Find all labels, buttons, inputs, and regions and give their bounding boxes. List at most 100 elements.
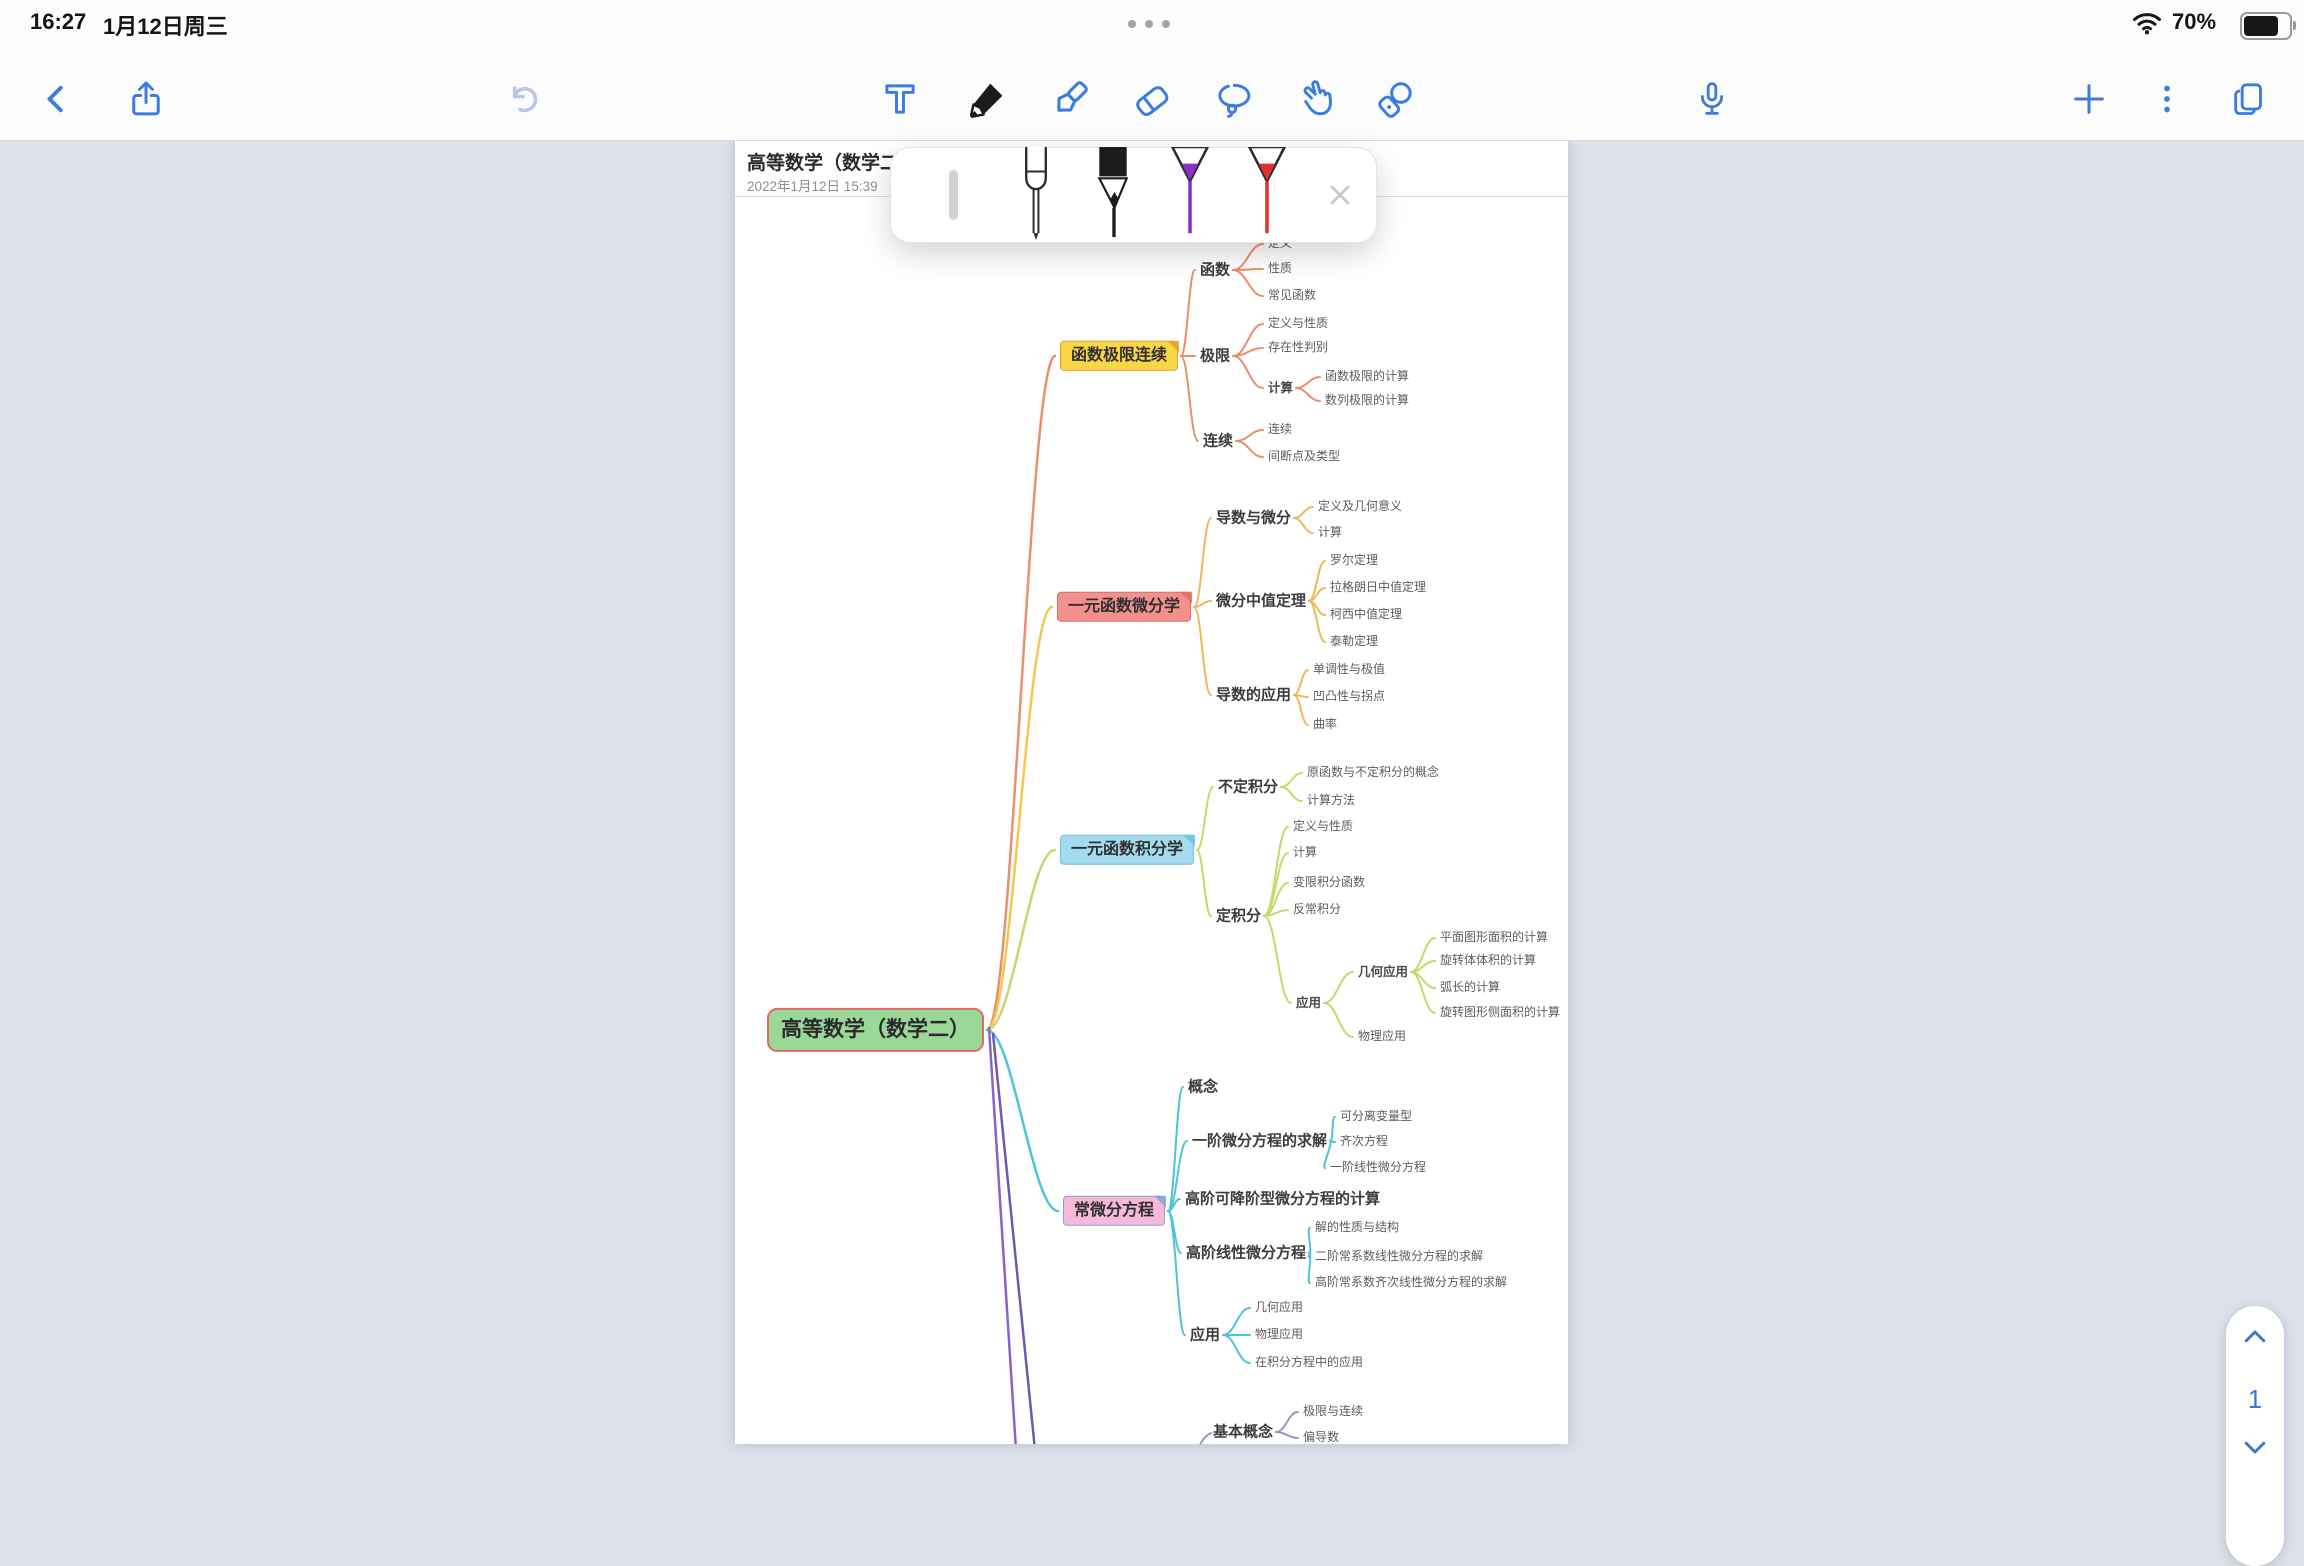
black-pen-button[interactable] bbox=[1085, 147, 1141, 241]
mindmap-edge bbox=[1323, 1002, 1354, 1038]
mindmap-edge bbox=[985, 1028, 1060, 1213]
mindmap-edges bbox=[985, 243, 1436, 1444]
page-scroll-pill: 1 bbox=[2226, 1306, 2284, 1566]
note-title: 高等数学（数学二） bbox=[747, 153, 919, 174]
mindmap-edge bbox=[1280, 786, 1303, 802]
pen-tool-button[interactable] bbox=[962, 74, 1012, 124]
status-date: 1月12日周三 bbox=[103, 14, 228, 39]
mindmap-node: 拉格朗日中值定理 bbox=[1330, 580, 1427, 595]
mindmap-node: 单调性与极值 bbox=[1313, 662, 1386, 677]
mindmap-edge bbox=[1193, 606, 1212, 696]
laser-pointer-tool-button[interactable] bbox=[1371, 74, 1421, 124]
mindmap-edge bbox=[1167, 1210, 1186, 1336]
back-icon bbox=[47, 85, 63, 113]
mindmap-edge bbox=[1323, 1140, 1332, 1169]
mindmap-node: 几何应用 bbox=[1358, 964, 1409, 979]
laser-pointer-tool-icon bbox=[1378, 82, 1412, 118]
hand-tool-button[interactable] bbox=[1291, 74, 1341, 124]
pages-button[interactable] bbox=[2223, 74, 2273, 124]
mindmap-node: 旋转图形侧面积的计算 bbox=[1440, 1005, 1561, 1020]
highlighter-tool-button[interactable] bbox=[1045, 74, 1095, 124]
mindmap-node: 不定积分 bbox=[1218, 778, 1279, 796]
mindmap-node: 弧长的计算 bbox=[1440, 980, 1501, 995]
share-button[interactable] bbox=[121, 74, 171, 124]
eraser-tool-icon bbox=[1136, 86, 1169, 117]
mindmap-node: 函数 bbox=[1200, 261, 1231, 279]
highlighter-tool-icon bbox=[1057, 81, 1088, 112]
more-options-button[interactable] bbox=[2142, 74, 2192, 124]
mindmap-node: 间断点及类型 bbox=[1268, 449, 1341, 464]
mindmap-node: 物理应用 bbox=[1255, 1327, 1304, 1342]
mindmap-node: 可分离变量型 bbox=[1340, 1109, 1413, 1124]
chevron-up-icon[interactable] bbox=[2240, 1322, 2270, 1352]
mindmap-branch-node: 常微分方程 bbox=[1063, 1195, 1166, 1227]
popup-drag-handle[interactable] bbox=[949, 170, 958, 220]
add-page-button[interactable] bbox=[2064, 74, 2114, 124]
mindmap-node: 计算方法 bbox=[1307, 793, 1356, 808]
page-indicator-dots bbox=[1128, 20, 1170, 28]
mindmap-node: 应用 bbox=[1190, 1326, 1221, 1344]
page-number[interactable]: 1 bbox=[2247, 1384, 2263, 1414]
mindmap-node: 定义及几何意义 bbox=[1318, 499, 1403, 514]
battery-icon bbox=[2240, 12, 2296, 40]
mindmap-node: 平面图形面积的计算 bbox=[1440, 930, 1549, 945]
battery-percent: 70% bbox=[2172, 9, 2217, 34]
lasso-tool-icon bbox=[1218, 83, 1251, 118]
mindmap-edge bbox=[1193, 517, 1212, 608]
mindmap-node: 概念 bbox=[1188, 1078, 1219, 1096]
eraser-tool-button[interactable] bbox=[1127, 74, 1177, 124]
mindmap-node: 微分中值定理 bbox=[1216, 592, 1307, 610]
mindmap-edge bbox=[985, 354, 1057, 1032]
mindmap-edge bbox=[985, 605, 1054, 1032]
mindmap-central-node: 高等数学（数学二） bbox=[767, 1007, 984, 1053]
mindmap-node: 罗尔定理 bbox=[1330, 553, 1379, 568]
text-tool-icon bbox=[885, 84, 915, 114]
back-button[interactable] bbox=[32, 74, 82, 124]
mindmap-node: 连续 bbox=[1268, 422, 1293, 437]
mindmap-node: 解的性质与结构 bbox=[1315, 1220, 1400, 1235]
text-tool-button[interactable] bbox=[875, 74, 925, 124]
mindmap-edge bbox=[1410, 971, 1436, 1014]
mindmap-node: 高阶线性微分方程 bbox=[1186, 1244, 1307, 1262]
mindmap-node: 数列极限的计算 bbox=[1325, 393, 1410, 408]
undo-button[interactable] bbox=[498, 74, 548, 124]
mindmap-edge bbox=[985, 848, 1057, 1032]
mindmap-node: 泰勒定理 bbox=[1330, 634, 1379, 649]
mindmap-edge bbox=[1307, 1252, 1312, 1284]
close-icon[interactable] bbox=[1326, 181, 1354, 209]
undo-icon bbox=[512, 86, 538, 113]
mindmap-edge bbox=[1293, 517, 1314, 534]
mindmap-edge bbox=[1263, 915, 1292, 1004]
mindmap-edge bbox=[991, 1032, 1036, 1444]
mindmap-node: 高阶可降阶型微分方程的计算 bbox=[1185, 1190, 1381, 1208]
mindmap-edge bbox=[1323, 971, 1354, 1004]
red-pen-button[interactable] bbox=[1239, 147, 1295, 241]
lasso-tool-button[interactable] bbox=[1209, 74, 1259, 124]
mindmap-edge bbox=[987, 1026, 1017, 1444]
mindmap: 高等数学（数学二） 函数极限连续 函数 定义 性质 常见函数 极限 定义与性质 存在性判别 计算函… bbox=[767, 236, 1561, 1444]
pages-icon bbox=[2234, 83, 2262, 115]
purple-pen-button[interactable] bbox=[1162, 147, 1218, 241]
share-icon bbox=[132, 81, 160, 116]
mindmap-edge bbox=[1235, 440, 1264, 458]
mindmap-node: 极限与连续 bbox=[1303, 1404, 1364, 1419]
mindmap-node: 定积分 bbox=[1216, 907, 1262, 925]
mindmap-node: 极限 bbox=[1200, 347, 1231, 365]
mindmap-edge bbox=[1180, 269, 1196, 357]
mindmap-edge bbox=[1308, 600, 1326, 643]
mindmap-node: 原函数与不定积分的概念 bbox=[1307, 765, 1440, 780]
mindmap-node: 导数的应用 bbox=[1216, 686, 1292, 704]
mindmap-branch-node: 一元函数积分学 bbox=[1060, 834, 1195, 866]
microphone-button[interactable] bbox=[1687, 74, 1737, 124]
mindmap-node: 变限积分函数 bbox=[1293, 875, 1366, 890]
mindmap-edge bbox=[1193, 600, 1212, 608]
chevron-down-icon[interactable] bbox=[2240, 1432, 2270, 1462]
mindmap-edge bbox=[1293, 694, 1309, 726]
mindmap-edge bbox=[1167, 1086, 1184, 1212]
fineliner-pen-button[interactable] bbox=[1008, 147, 1064, 241]
status-time: 16:27 bbox=[30, 9, 87, 34]
mindmap-edge bbox=[1275, 1431, 1299, 1439]
microphone-icon bbox=[1700, 82, 1724, 115]
mindmap-node: 导数与微分 bbox=[1216, 509, 1292, 527]
mindmap-edge bbox=[1232, 269, 1264, 297]
